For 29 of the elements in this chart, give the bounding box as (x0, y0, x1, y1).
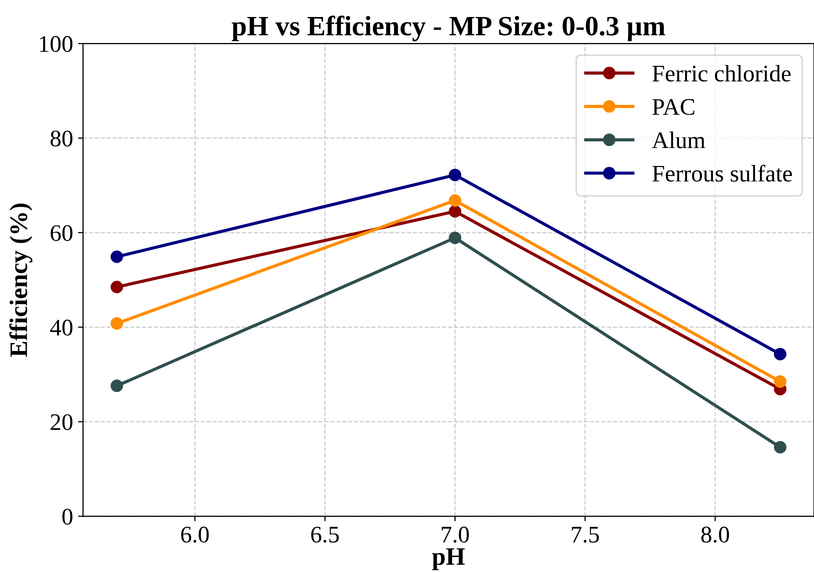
point (774, 441, 786, 454)
y-tick-label: 60 (50, 225, 72, 242)
point (110, 250, 124, 263)
x-tick-label: 7.0 (442, 526, 469, 543)
point (110, 380, 124, 392)
legend-label: Ferrous sulfate (652, 164, 792, 182)
y-tick-label: 40 (50, 320, 72, 336)
x-tick-label: 6.5 (311, 526, 339, 543)
point (448, 194, 462, 207)
point (774, 348, 786, 360)
legend-label: Ferric chloride (652, 64, 791, 82)
chart-title: pH vs Efficiency - MP Size: 0-0.3 µm (232, 16, 666, 42)
point (448, 168, 462, 182)
legend-label: PAC (652, 99, 694, 115)
point (448, 205, 462, 218)
x-tick-label: 7.5 (572, 526, 599, 543)
y-tick-label: 20 (50, 414, 72, 430)
y-tick-label: 100 (40, 36, 72, 52)
x-tick-label: 8.0 (701, 526, 730, 543)
y-tick-label: 80 (50, 130, 72, 147)
x-tick-label: 6.0 (181, 526, 209, 543)
point (110, 280, 124, 294)
x-axis-title: pH (432, 548, 465, 570)
legend-label: Alum (652, 132, 706, 148)
point (774, 375, 786, 388)
point (110, 317, 124, 330)
y-axis-title: Efficiency (%) (9, 204, 32, 357)
y-tick-label: 0 (62, 508, 72, 525)
point (448, 232, 462, 244)
